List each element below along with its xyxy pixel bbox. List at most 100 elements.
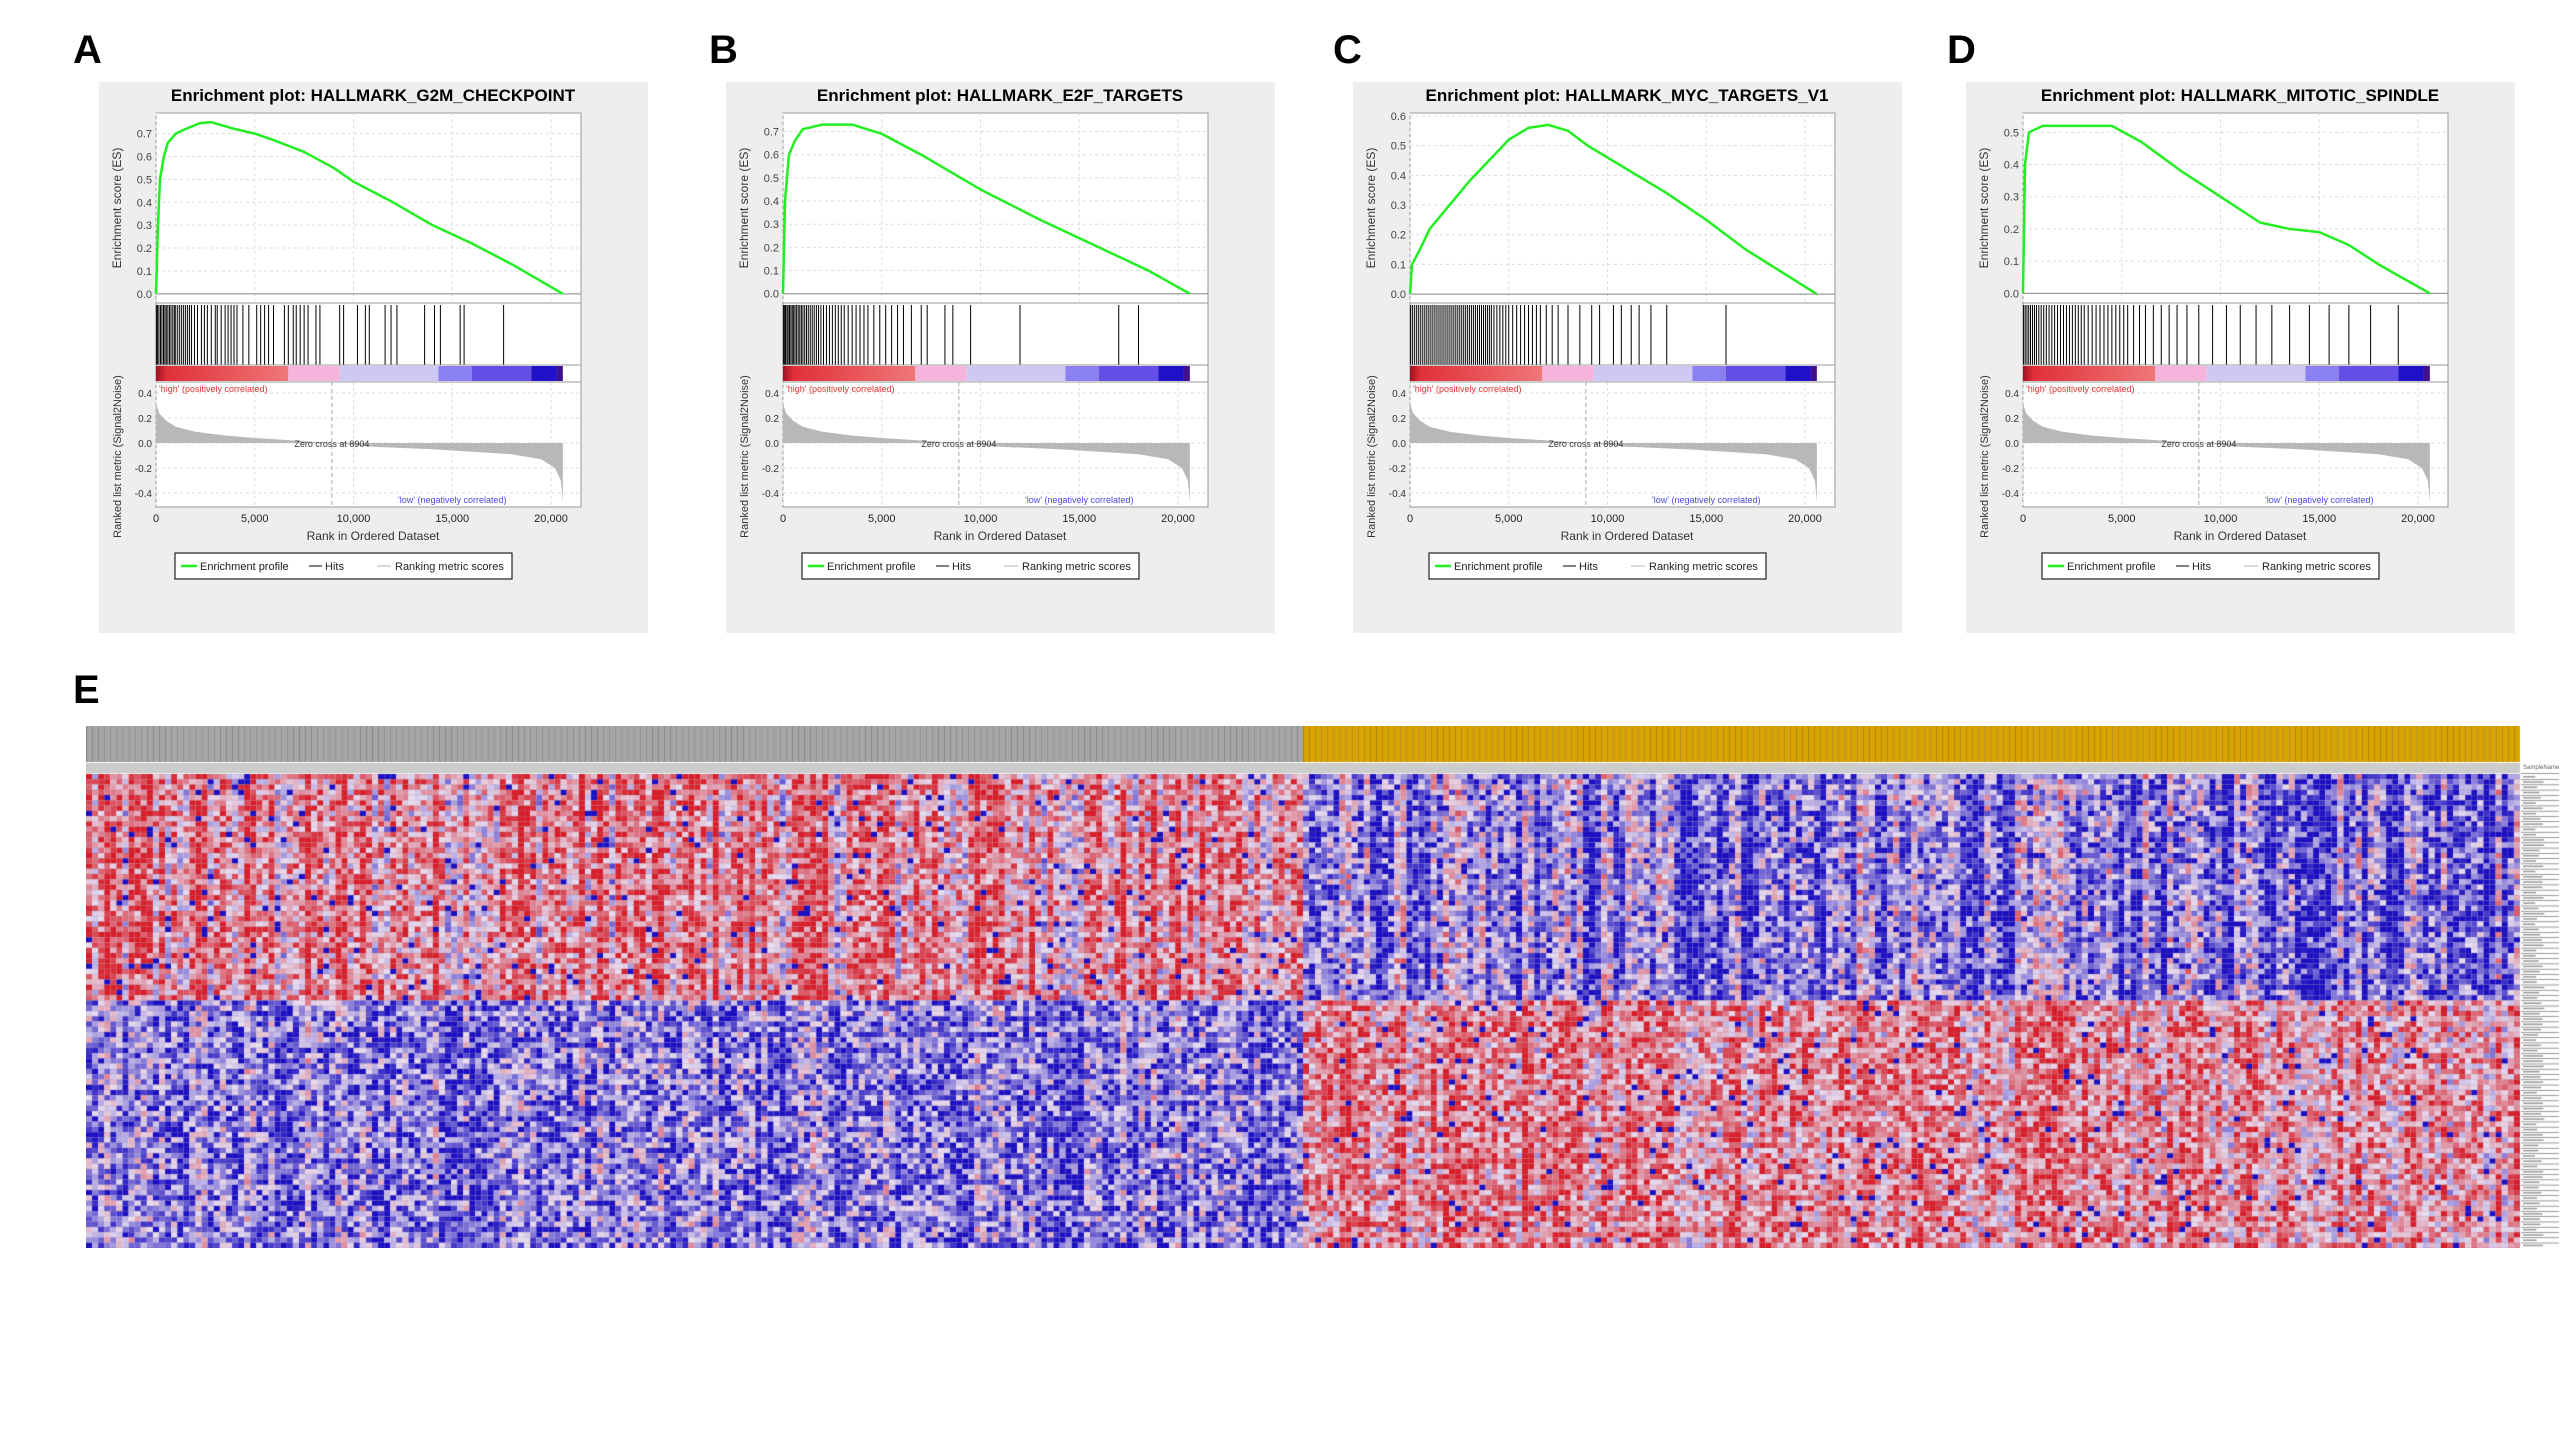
x-tick-label: 10,000 bbox=[337, 513, 371, 525]
panel-label-e: E bbox=[73, 668, 100, 712]
metric-tick-label: -0.2 bbox=[1389, 464, 1407, 475]
x-axis-label: Rank in Ordered Dataset bbox=[1561, 529, 1694, 543]
color-bar-segment bbox=[2423, 366, 2430, 381]
es-tick-label: 0.1 bbox=[1391, 259, 1406, 271]
metric-tick-label: 0.2 bbox=[765, 414, 779, 425]
es-tick-label: 0.0 bbox=[2004, 288, 2019, 300]
color-bar-segment bbox=[783, 366, 916, 381]
color-bar-segment bbox=[2023, 366, 2156, 381]
zero-cross-label: Zero cross at 8904 bbox=[294, 439, 369, 449]
metric-tick-label: 0.4 bbox=[138, 389, 152, 400]
high-label: 'high' (positively correlated) bbox=[786, 384, 894, 394]
es-axis-label: Enrichment score (ES) bbox=[1977, 148, 1991, 269]
metric-tick-label: 0.0 bbox=[138, 439, 152, 450]
heatmap-row-header: SampleName bbox=[2523, 765, 2560, 771]
x-tick-label: 15,000 bbox=[2302, 513, 2336, 525]
x-tick-label: 20,000 bbox=[534, 513, 568, 525]
es-tick-label: 0.2 bbox=[1391, 230, 1406, 242]
x-axis-label: Rank in Ordered Dataset bbox=[934, 529, 1067, 543]
gsea-svg: Enrichment plot: HALLMARK_MITOTIC_SPINDL… bbox=[1966, 82, 2515, 633]
legend-box bbox=[2041, 552, 2380, 580]
metric-tick-label: 0.0 bbox=[2005, 439, 2019, 450]
low-label: 'low' (negatively correlated) bbox=[1652, 495, 1760, 505]
heatmap-canvas bbox=[86, 726, 2560, 1248]
es-tick-label: 0.7 bbox=[137, 129, 152, 141]
metric-tick-label: -0.2 bbox=[135, 464, 153, 475]
es-tick-label: 0.3 bbox=[2004, 192, 2019, 204]
zero-cross-label: Zero cross at 8904 bbox=[2161, 439, 2236, 449]
x-tick-label: 0 bbox=[1407, 513, 1413, 525]
metric-tick-label: 0.4 bbox=[2005, 389, 2019, 400]
plot-title: Enrichment plot: HALLMARK_MYC_TARGETS_V1 bbox=[1426, 86, 1829, 105]
low-label: 'low' (negatively correlated) bbox=[398, 495, 506, 505]
es-tick-label: 0.1 bbox=[764, 266, 779, 278]
es-tick-label: 0.1 bbox=[137, 266, 152, 278]
zero-cross-label: Zero cross at 8904 bbox=[1548, 439, 1623, 449]
es-tick-label: 0.0 bbox=[137, 289, 152, 301]
color-bar-segment bbox=[1692, 366, 1726, 381]
legend-ranking-metric: Ranking metric scores bbox=[395, 561, 504, 573]
es-tick-label: 0.5 bbox=[1391, 141, 1406, 153]
legend-enrichment-profile: Enrichment profile bbox=[827, 561, 916, 573]
color-bar-segment bbox=[556, 366, 563, 381]
x-tick-label: 15,000 bbox=[1689, 513, 1723, 525]
es-tick-label: 0.4 bbox=[764, 196, 779, 208]
color-bar-segment bbox=[438, 366, 472, 381]
legend-hits: Hits bbox=[325, 561, 344, 573]
es-tick-label: 0.2 bbox=[764, 242, 779, 254]
es-tick-label: 0.0 bbox=[764, 289, 779, 301]
metric-tick-label: 0.0 bbox=[1392, 439, 1406, 450]
es-tick-label: 0.4 bbox=[1391, 170, 1406, 182]
legend-enrichment-profile: Enrichment profile bbox=[1454, 561, 1543, 573]
panel-label-c: C bbox=[1333, 28, 1362, 72]
x-tick-label: 10,000 bbox=[1591, 513, 1625, 525]
panel-label-a: A bbox=[73, 28, 102, 72]
legend-hits: Hits bbox=[2192, 561, 2211, 573]
color-bar-segment bbox=[2339, 366, 2399, 381]
metric-tick-label: -0.4 bbox=[135, 489, 153, 500]
color-bar-segment bbox=[2305, 366, 2339, 381]
x-axis-label: Rank in Ordered Dataset bbox=[307, 529, 440, 543]
gsea-plot-d: Enrichment plot: HALLMARK_MITOTIC_SPINDL… bbox=[1966, 82, 2515, 633]
gsea-plot-c: Enrichment plot: HALLMARK_MYC_TARGETS_V1… bbox=[1353, 82, 1902, 633]
metric-tick-label: 0.2 bbox=[138, 414, 152, 425]
x-tick-label: 0 bbox=[2020, 513, 2026, 525]
metric-axis-label: Ranked list metric (Signal2Noise) bbox=[112, 375, 124, 538]
panel-label-b: B bbox=[709, 28, 738, 72]
gsea-plot-b: Enrichment plot: HALLMARK_E2F_TARGETS 0 5,… bbox=[726, 82, 1275, 633]
metric-tick-label: 0.4 bbox=[1392, 389, 1406, 400]
metric-axis-label: Ranked list metric (Signal2Noise) bbox=[1366, 375, 1378, 538]
x-tick-label: 0 bbox=[153, 513, 159, 525]
metric-tick-label: -0.2 bbox=[2002, 464, 2020, 475]
color-bar-segment bbox=[531, 366, 557, 381]
color-bar-segment bbox=[1158, 366, 1184, 381]
color-bar-segment bbox=[2206, 366, 2306, 381]
metric-tick-label: 0.2 bbox=[1392, 414, 1406, 425]
x-tick-label: 0 bbox=[780, 513, 786, 525]
x-tick-label: 20,000 bbox=[1788, 513, 1822, 525]
metric-tick-label: 0.4 bbox=[765, 389, 779, 400]
gsea-plot-a: Enrichment plot: HALLMARK_G2M_CHECKPOINT… bbox=[99, 82, 648, 633]
x-tick-label: 10,000 bbox=[964, 513, 998, 525]
es-tick-label: 0.6 bbox=[1391, 111, 1406, 123]
es-tick-label: 0.0 bbox=[1391, 289, 1406, 301]
es-tick-label: 0.4 bbox=[2004, 160, 2019, 172]
x-tick-label: 20,000 bbox=[1161, 513, 1195, 525]
metric-axis-label: Ranked list metric (Signal2Noise) bbox=[739, 375, 751, 538]
x-tick-label: 20,000 bbox=[2401, 513, 2435, 525]
legend-enrichment-profile: Enrichment profile bbox=[2067, 561, 2156, 573]
legend-ranking-metric: Ranking metric scores bbox=[1022, 561, 1131, 573]
color-bar-segment bbox=[339, 366, 439, 381]
x-tick-label: 5,000 bbox=[868, 513, 896, 525]
color-bar-segment bbox=[1183, 366, 1190, 381]
es-tick-label: 0.6 bbox=[764, 150, 779, 162]
es-axis-label: Enrichment score (ES) bbox=[1364, 148, 1378, 269]
es-tick-label: 0.2 bbox=[2004, 224, 2019, 236]
high-label: 'high' (positively correlated) bbox=[1413, 384, 1521, 394]
color-bar-segment bbox=[1410, 366, 1543, 381]
es-axis-label: Enrichment score (ES) bbox=[737, 148, 751, 269]
x-tick-label: 15,000 bbox=[1062, 513, 1096, 525]
metric-tick-label: -0.4 bbox=[762, 489, 780, 500]
color-bar-segment bbox=[288, 366, 340, 381]
enrichment-profile-line bbox=[781, 123, 1191, 295]
